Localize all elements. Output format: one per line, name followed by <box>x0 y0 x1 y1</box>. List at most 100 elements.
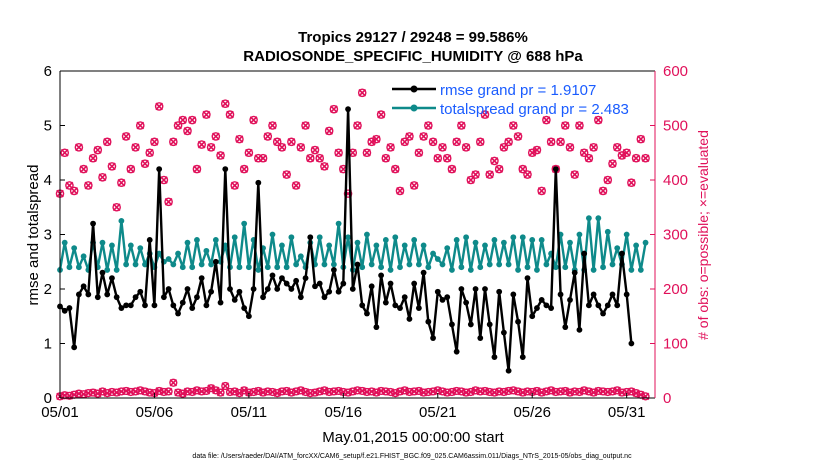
obs-possible-marker <box>107 162 117 171</box>
obs-possible-marker <box>504 137 513 147</box>
obs-possible-marker <box>187 115 197 125</box>
totalspread-point <box>212 237 219 243</box>
footer-data-file: data file: /Users/raeder/DAI/ATM_forcXX/… <box>192 453 632 460</box>
x-tick-labels: 05/01 05/06 05/11 05/16 05/21 05/26 05/31 <box>41 404 645 421</box>
obs-evaluated-marker <box>164 197 173 206</box>
obs-possible-marker <box>126 164 136 174</box>
obs-bottom-possible-marker <box>641 392 650 401</box>
y-tick-label: 6 <box>44 63 52 80</box>
obs-evaluated-marker <box>75 143 83 152</box>
obs-evaluated-marker <box>103 137 112 146</box>
obs-possible-marker <box>622 148 631 158</box>
rmse-point <box>179 299 186 306</box>
obs-evaluated-marker <box>221 99 230 108</box>
obs-evaluated-marker <box>131 143 140 152</box>
totalspread-point <box>510 234 517 241</box>
x-axis-label: May.01,2015 00:00:00 start <box>322 429 504 446</box>
rmse-point <box>415 305 422 311</box>
obs-evaluated-marker <box>183 127 192 135</box>
totalspread-point <box>604 228 611 235</box>
obs-bottom-evaluated-marker <box>561 387 570 395</box>
obs-possible-marker <box>173 121 183 130</box>
totalspread-point <box>406 261 413 268</box>
obs-evaluated-marker <box>325 127 334 135</box>
obs-possible-marker <box>405 132 414 141</box>
obs-bottom-evaluated-marker <box>297 386 305 395</box>
obs-bottom-evaluated-marker <box>188 388 196 396</box>
obs-possible-marker <box>409 181 419 190</box>
obs-evaluated-marker <box>334 148 343 157</box>
totalspread-point <box>486 261 493 268</box>
rmse-point <box>208 288 215 295</box>
obs-possible-marker <box>631 153 641 163</box>
rmse-point <box>85 291 92 298</box>
legend-spread-marker <box>410 104 418 112</box>
rmse-point <box>359 302 366 309</box>
obs-possible-marker <box>117 178 126 188</box>
obs-evaluated-marker <box>471 170 480 179</box>
obs-possible-marker <box>362 148 372 158</box>
obs-evaluated-marker <box>112 203 121 212</box>
obs-evaluated-marker <box>353 121 362 130</box>
obs-evaluated-marker <box>570 170 579 179</box>
rmse-point <box>420 269 427 276</box>
obs-evaluated-marker <box>249 116 258 124</box>
rmse-point <box>609 291 616 298</box>
obs-bottom-evaluated-marker <box>216 388 225 397</box>
rmse-point <box>373 324 380 331</box>
obs-evaluated-marker <box>608 159 617 168</box>
totalspread-point <box>430 250 436 257</box>
rmse-point <box>279 275 285 281</box>
obs-possible-marker <box>372 134 381 144</box>
obs-possible-marker <box>424 121 433 130</box>
rmse-point <box>515 318 521 325</box>
obs-possible-marker <box>457 121 466 130</box>
obs-evaluated-marker <box>490 157 499 165</box>
totalspread-point <box>519 234 526 241</box>
rmse-point <box>151 302 158 309</box>
obs-evaluated-marker <box>122 132 130 141</box>
rmse-point <box>534 305 540 311</box>
rmse-point <box>104 291 111 298</box>
obs-possible-marker <box>499 142 509 152</box>
rmse-point <box>94 294 101 301</box>
obs-evaluated-marker <box>306 154 315 163</box>
obs-possible-marker <box>480 110 490 119</box>
series-lines <box>57 106 649 374</box>
obs-evaluated-marker <box>627 178 636 187</box>
rmse-point <box>175 310 181 317</box>
rmse-point <box>66 305 73 311</box>
rmse-point <box>529 313 536 320</box>
rmse-point <box>203 302 210 309</box>
rmse-point <box>109 275 115 281</box>
obs-possible-marker <box>69 186 79 196</box>
obs-evaluated-marker <box>79 165 88 173</box>
obs-evaluated-marker <box>169 137 178 146</box>
obs-evaluated-marker <box>523 170 532 179</box>
totalspread-point <box>99 239 106 246</box>
rmse-point <box>335 288 342 295</box>
legend-rmse-marker <box>410 85 418 93</box>
rmse-point <box>496 288 503 295</box>
obs-bottom-evaluated-marker <box>169 378 178 387</box>
obs-possible-marker <box>532 145 542 155</box>
y-tick-labels: 0 1 2 3 4 5 6 <box>44 63 52 407</box>
obs-evaluated-marker <box>315 154 324 163</box>
obs-possible-marker <box>216 151 225 160</box>
rmse-point <box>581 250 588 257</box>
obs-evaluated-marker <box>60 148 69 157</box>
rmse-point <box>387 280 394 287</box>
obs-possible-marker <box>202 110 211 119</box>
obs-evaluated-marker <box>348 148 357 157</box>
obs-evaluated-marker <box>188 116 197 124</box>
totalspread-point <box>142 261 148 268</box>
rmse-point <box>75 291 82 298</box>
totalspread-point <box>264 264 271 271</box>
obs-possible-marker <box>490 156 499 166</box>
chart-title: Tropics 29127 / 29248 = 99.586% <box>298 29 528 46</box>
obs-evaluated-marker <box>641 154 650 163</box>
rmse-point <box>137 288 144 295</box>
obs-possible-marker <box>584 153 594 163</box>
rmse-point <box>198 275 205 281</box>
obs-evaluated-marker <box>386 143 395 152</box>
